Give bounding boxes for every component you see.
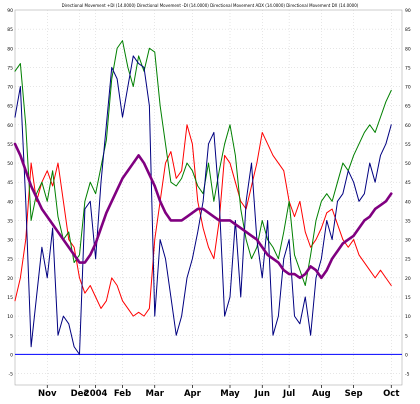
y-tick-label-left: 0: [10, 352, 13, 358]
adx-series-line: [13, 142, 393, 280]
x-tick-label: Aug: [312, 389, 331, 399]
y-tick-label-right: 5: [405, 333, 408, 339]
y-tick-label-left: 70: [7, 85, 13, 91]
y-tick-label-right: 50: [405, 161, 411, 167]
y-tick-label-right: 60: [405, 123, 411, 129]
y-tick-label-right: 25: [405, 257, 411, 263]
grid-layer: [14, 9, 403, 386]
x-tick-label: Sep: [345, 389, 363, 399]
y-tick-label-right: 85: [405, 27, 411, 33]
chart-title: Directional Movement +DI (14.0000) Direc…: [62, 3, 359, 8]
y-tick-label-left: 50: [7, 161, 13, 167]
x-tick-label: Jun: [254, 389, 270, 399]
y-tick-label-right: 30: [405, 238, 411, 244]
y-tick-label-right: 80: [405, 46, 411, 52]
x-tick-label: Oct: [383, 389, 399, 399]
minus-di-series-line: [14, 124, 392, 317]
y-tick-label-right: 55: [405, 142, 411, 148]
y-tick-label-left: 90: [7, 8, 13, 14]
y-tick-label-left: 85: [7, 27, 13, 33]
y-tick-label-left: 10: [7, 314, 13, 320]
plus-di-series-line: [14, 40, 392, 287]
y-tick-label-left: 25: [7, 257, 13, 263]
y-tick-label-left: 30: [7, 238, 13, 244]
x-tick-label: 2004: [84, 389, 108, 399]
x-tick-label: Nov: [38, 389, 57, 399]
y-tick-label-left: 5: [10, 333, 13, 339]
y-tick-label-left: 20: [7, 276, 13, 282]
y-tick-label-left: 75: [7, 65, 13, 71]
y-tick-label-left: 80: [7, 46, 13, 52]
y-tick-label-left: 60: [7, 123, 13, 129]
y-tick-label-left: 15: [7, 295, 13, 301]
x-tick-label: Dec: [71, 389, 89, 399]
x-tick-label: Mar: [146, 389, 165, 399]
y-tick-label-right: 75: [405, 65, 411, 71]
y-tick-label-right: -5: [405, 372, 410, 378]
y-tick-label-left: -5: [9, 372, 14, 378]
x-tick-label: May: [220, 389, 240, 399]
y-tick-label-left: 65: [7, 104, 13, 110]
y-tick-label-left: 45: [7, 180, 13, 186]
x-tick-label: Apr: [184, 389, 202, 399]
y-tick-label-right: 65: [405, 104, 411, 110]
y-tick-label-right: 45: [405, 180, 411, 186]
plot-frame: [14, 9, 403, 386]
y-tick-label-right: 10: [405, 314, 411, 320]
y-tick-label-right: 40: [405, 199, 411, 205]
y-tick-label-right: 90: [405, 8, 411, 14]
y-tick-label-right: 70: [405, 85, 411, 91]
x-tick-label: Jul: [282, 389, 295, 399]
y-tick-label-right: 20: [405, 276, 411, 282]
y-tick-label-right: 0: [405, 352, 408, 358]
y-tick-label-left: 35: [7, 218, 13, 224]
y-tick-label-left: 40: [7, 199, 13, 205]
y-tick-label-left: 55: [7, 142, 13, 148]
y-tick-label-right: 35: [405, 218, 411, 224]
y-tick-label-right: 15: [405, 295, 411, 301]
series-layer: [13, 40, 402, 355]
dx-series-line: [14, 55, 392, 355]
x-tick-label: Feb: [114, 389, 131, 399]
